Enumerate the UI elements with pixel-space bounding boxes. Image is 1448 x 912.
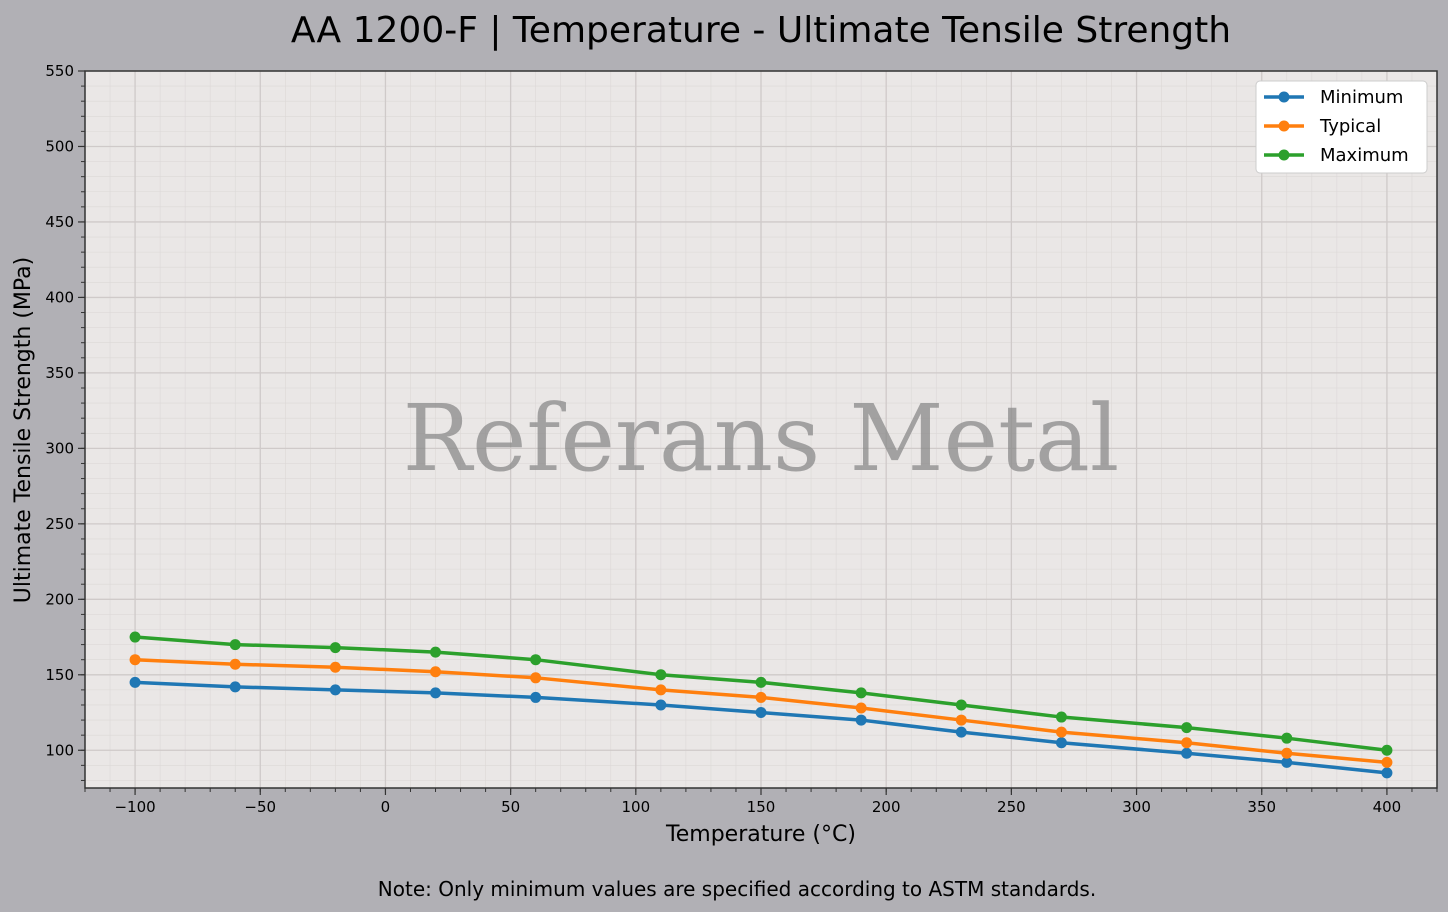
data-point-minimum: [1181, 747, 1193, 759]
legend-marker-typical: [1278, 120, 1290, 132]
legend-label-minimum: Minimum: [1320, 87, 1403, 108]
data-point-minimum: [530, 691, 542, 703]
data-point-minimum: [755, 707, 767, 719]
data-point-maximum: [129, 631, 141, 643]
legend-label-typical: Typical: [1319, 116, 1381, 137]
tick-label-y: 250: [45, 515, 74, 533]
grid: [84, 70, 1438, 788]
data-point-typical: [430, 666, 442, 678]
watermark: Referans Metal: [403, 385, 1120, 492]
data-point-maximum: [530, 654, 542, 666]
data-point-maximum: [1281, 732, 1293, 744]
tick-label-x: 250: [997, 798, 1026, 816]
ticks: −100 −50 0 50 100 150 200 250 300 350 400 100 150 200…: [45, 62, 1438, 816]
chart-title: AA 1200-F | Temperature - Ultimate Tensi…: [291, 10, 1231, 51]
data-point-minimum: [329, 684, 341, 696]
tick-label-x: 50: [501, 798, 520, 816]
legend-marker-maximum: [1278, 149, 1290, 161]
data-point-typical: [329, 661, 341, 673]
data-point-minimum: [1281, 756, 1293, 768]
data-point-typical: [755, 691, 767, 703]
tick-label-x: 200: [872, 798, 901, 816]
data-point-maximum: [755, 676, 767, 688]
data-point-maximum: [1381, 744, 1393, 756]
data-point-maximum: [1055, 711, 1067, 723]
legend-marker-minimum: [1278, 91, 1290, 103]
data-point-minimum: [1381, 767, 1393, 779]
tick-label-y: 200: [45, 590, 74, 608]
tick-label-y: 150: [45, 666, 74, 684]
tick-label-x: 350: [1247, 798, 1276, 816]
tick-label-y: 300: [45, 439, 74, 457]
y-axis-label: Ultimate Tensile Strength (MPa): [11, 257, 36, 603]
legend-label-maximum: Maximum: [1320, 145, 1409, 166]
tick-label-y: 500: [45, 137, 74, 155]
tick-label-x: −100: [114, 798, 155, 816]
data-point-maximum: [655, 669, 667, 681]
tick-label-x: 400: [1373, 798, 1402, 816]
x-axis-label: Temperature (°C): [665, 822, 856, 847]
legend-box: [1255, 80, 1428, 174]
data-point-typical: [229, 658, 241, 670]
data-point-maximum: [1181, 722, 1193, 734]
footnote: Note: Only minimum values are specified …: [378, 877, 1096, 901]
data-point-minimum: [129, 676, 141, 688]
data-point-typical: [1381, 756, 1393, 768]
data-point-minimum: [1055, 737, 1067, 749]
data-point-typical: [530, 672, 542, 684]
data-point-minimum: [430, 687, 442, 699]
data-point-minimum: [955, 726, 967, 738]
data-point-typical: [655, 684, 667, 696]
data-point-maximum: [229, 639, 241, 651]
data-point-typical: [855, 702, 867, 714]
data-point-minimum: [655, 699, 667, 711]
tick-label-x: 300: [1122, 798, 1151, 816]
legend: Minimum Typical Maximum: [1255, 80, 1428, 174]
tick-label-x: 150: [747, 798, 776, 816]
tick-label-y: 400: [45, 288, 74, 306]
data-point-typical: [129, 654, 141, 666]
data-point-maximum: [430, 646, 442, 658]
data-point-typical: [955, 714, 967, 726]
data-point-maximum: [955, 699, 967, 711]
data-point-maximum: [855, 687, 867, 699]
data-point-maximum: [329, 642, 341, 654]
tick-label-y: 100: [45, 741, 74, 759]
data-point-typical: [1181, 737, 1193, 749]
tick-label-y: 550: [45, 62, 74, 80]
tick-label-x: 0: [381, 798, 391, 816]
data-point-minimum: [229, 681, 241, 693]
data-point-typical: [1281, 747, 1293, 759]
series-group: [129, 631, 1393, 779]
tick-label-x: 100: [621, 798, 650, 816]
tick-label-x: −50: [244, 798, 276, 816]
tick-label-y: 350: [45, 364, 74, 382]
tick-label-y: 450: [45, 213, 74, 231]
data-point-typical: [1055, 726, 1067, 738]
data-point-minimum: [855, 714, 867, 726]
